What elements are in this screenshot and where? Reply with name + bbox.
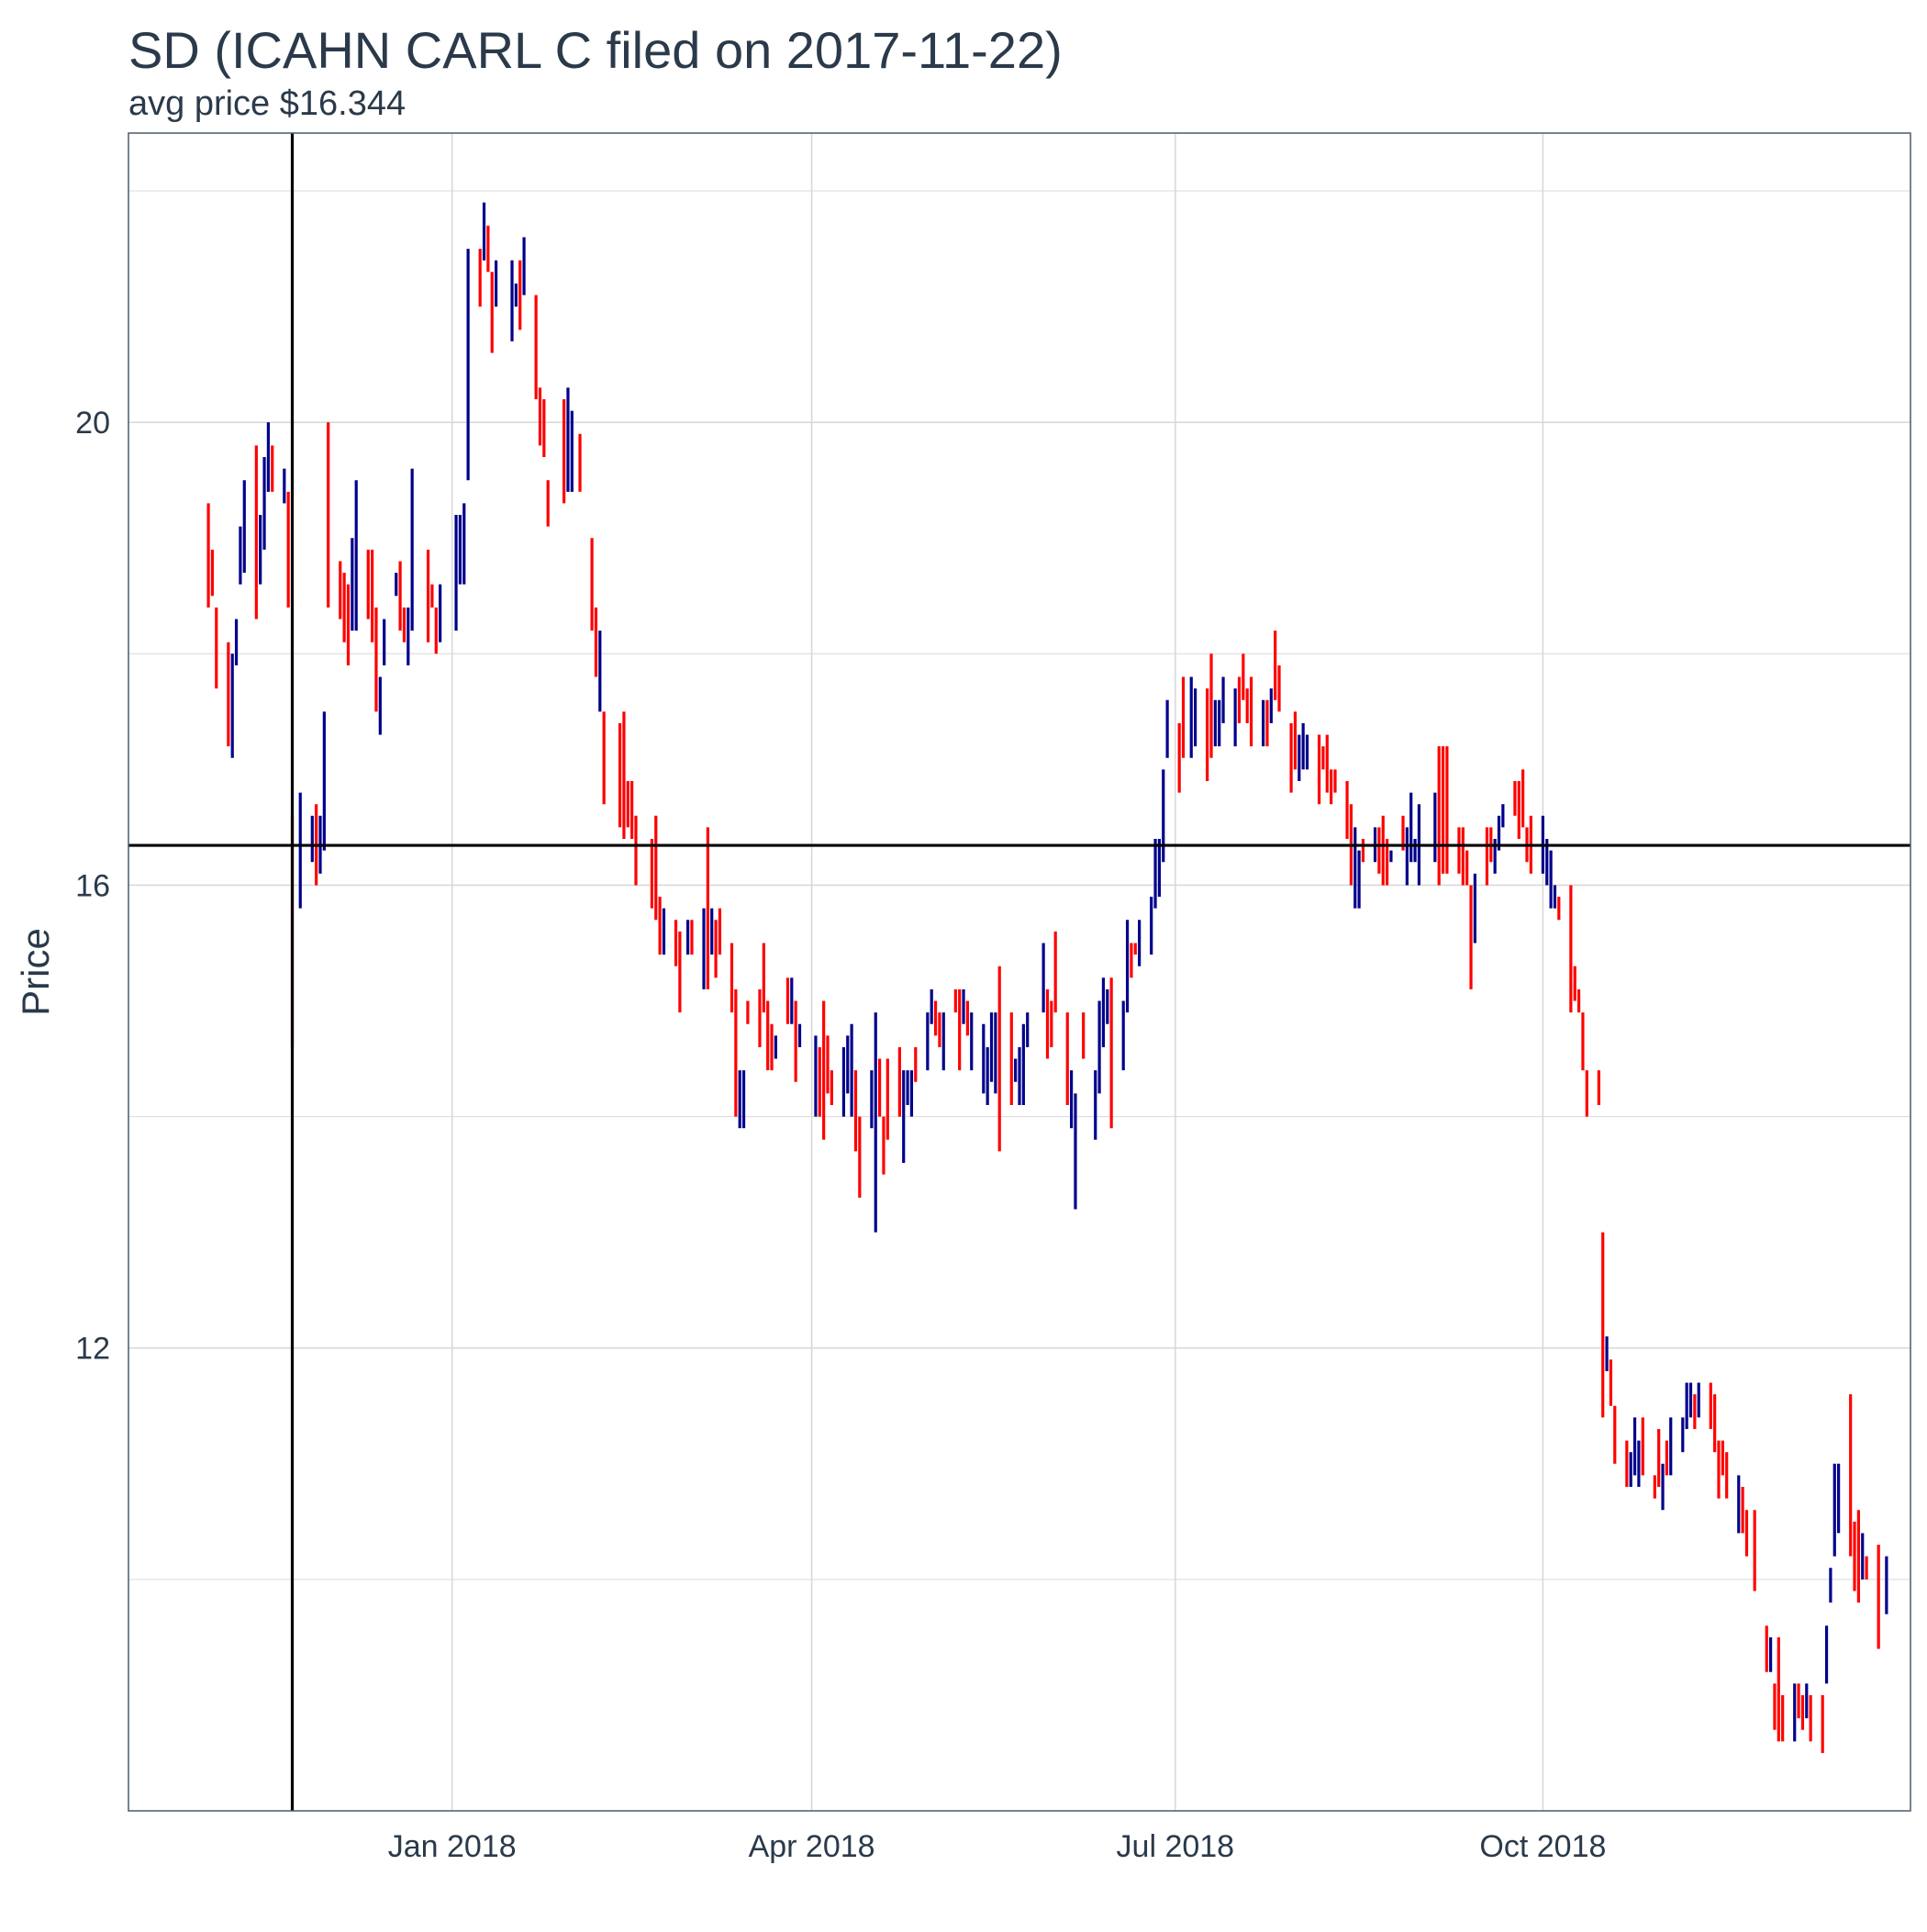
y-tick-label: 20 bbox=[75, 406, 110, 441]
y-tick-label: 16 bbox=[75, 868, 110, 903]
x-tick-label: Oct 2018 bbox=[1479, 1829, 1606, 1864]
chart-title: SD (ICAHN CARL C filed on 2017-11-22) bbox=[128, 21, 1063, 79]
y-axis-ticks: 12 16 20 bbox=[75, 406, 110, 1367]
y-axis-label: Price bbox=[14, 928, 57, 1016]
y-tick-label: 12 bbox=[75, 1332, 110, 1367]
x-tick-label: Apr 2018 bbox=[749, 1829, 875, 1864]
grid-layer bbox=[128, 133, 1910, 1811]
price-bars bbox=[206, 202, 1888, 1753]
reference-lines bbox=[128, 133, 1910, 1811]
x-tick-label: Jan 2018 bbox=[388, 1829, 517, 1864]
x-tick-label: Jul 2018 bbox=[1117, 1829, 1235, 1864]
plot-panel-border bbox=[128, 132, 1911, 1812]
chart-subtitle: avg price $16.344 bbox=[128, 84, 407, 123]
x-axis-ticks: Jan 2018 Apr 2018 Jul 2018 Oct 2018 bbox=[388, 1829, 1607, 1864]
